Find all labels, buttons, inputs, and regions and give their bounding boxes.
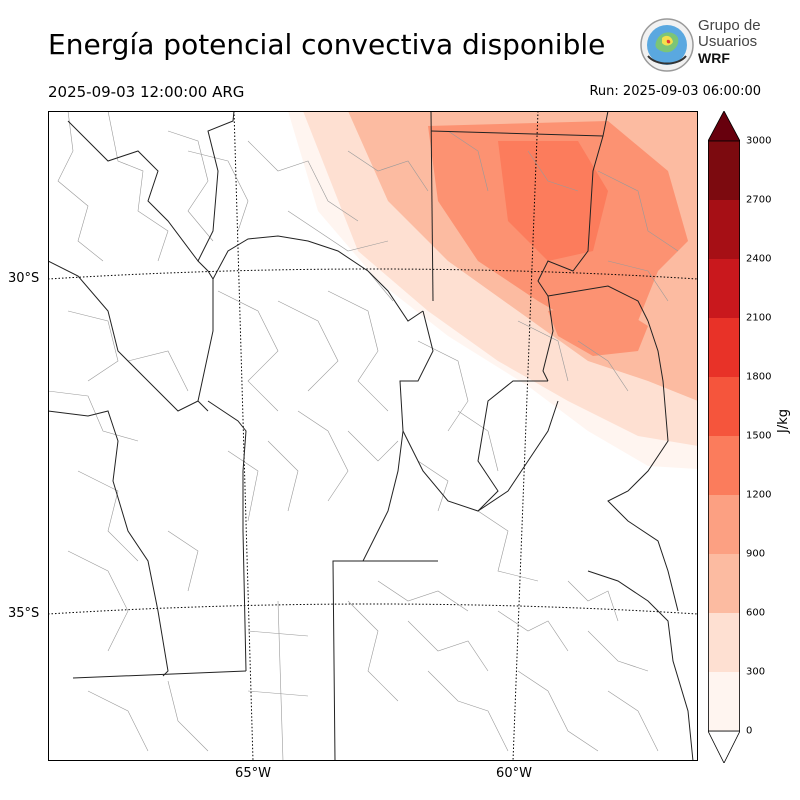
colorbar-bin-0-300 [708,672,740,731]
colorbar-bin-2400-2700 [708,200,740,259]
colorbar-extend-over [708,111,740,142]
colorbar [708,111,740,763]
colorbar-unit-label: J/kg [776,409,791,433]
lat-label-30s: 30°S [8,271,40,286]
grupo-wrf-logo: Grupo de Usuarios WRF [638,14,766,76]
lat-label-35s: 35°S [8,606,40,621]
lon-label-60w: 60°W [496,766,532,781]
department-boundaries [48,111,679,761]
valid-time: 2025-09-03 12:00:00 ARG [48,83,245,101]
colorbar-tick-label: 1800 [746,371,772,383]
colorbar-bin-1200-1500 [708,436,740,495]
logo-line2: Usuarios [698,33,758,50]
colorbar-tick-label: 0 [746,725,753,737]
coastline [587,570,694,761]
lon-label-65w: 65°W [235,766,271,781]
cape-contour-3b [548,301,648,356]
run-time: Run: 2025-09-03 06:00:00 [589,84,761,99]
colorbar-tick-label: 300 [746,666,766,678]
colorbar-tick-label: 2400 [746,253,772,265]
colorbar-tick-label: 2100 [746,312,772,324]
colorbar-tick-label: 3000 [746,135,772,147]
cape-contour-4 [498,141,608,261]
province-boundaries [48,111,679,761]
colorbar-bin-300-600 [708,613,740,672]
colorbar-tick-label: 2700 [746,194,772,206]
colorbar-tick-label: 600 [746,607,766,619]
colorbar-tick-label: 1500 [746,430,772,442]
page-title: Energía potencial convectiva disponible [48,28,606,61]
globe-logo-icon [640,18,694,72]
graticule-lat-30s [48,268,698,280]
colorbar-bin-1800-2100 [708,318,740,377]
colorbar-bin-1500-1800 [708,377,740,436]
colorbar-tick-label: 900 [746,548,766,560]
colorbar-outline [708,140,740,732]
colorbar-bin-2700-3000 [708,141,740,200]
colorbar-extend-under [708,730,740,763]
colorbar-bin-2100-2400 [708,259,740,318]
logo-line3: WRF [698,50,730,66]
colorbar-bin-600-900 [708,554,740,613]
logo-line1: Grupo de [698,17,761,34]
colorbar-tick-label: 1200 [746,489,772,501]
colorbar-bin-900-1200 [708,495,740,554]
map-panel [48,111,698,761]
graticule-lat-35s [48,603,698,615]
